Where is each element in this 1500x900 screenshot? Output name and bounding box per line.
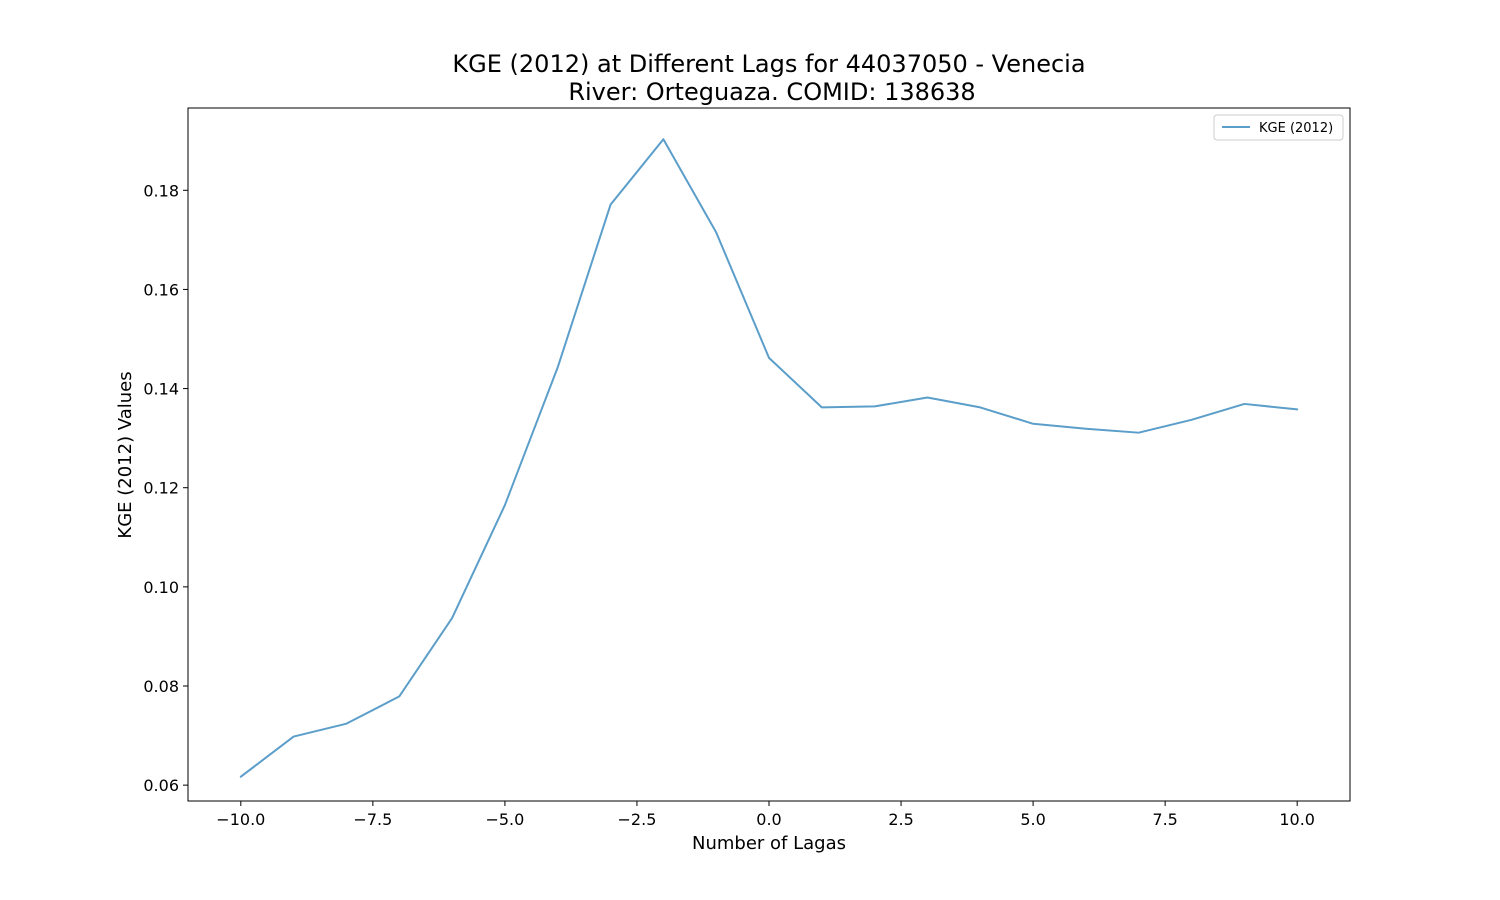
y-tick-label: 0.06: [143, 776, 179, 795]
chart-subtitle: River: Orteguaza. COMID: 138638: [568, 78, 975, 106]
legend-box: [1213, 114, 1344, 141]
y-tick-label: 0.10: [143, 578, 179, 597]
series-layer: [239, 138, 1299, 778]
y-axis-ticks: 0.06 0.08 0.10 0.12 0.14 0.16 0.18: [143, 181, 188, 795]
x-tick-label: −5.0: [485, 810, 524, 829]
x-axis-ticks: −10.0 −7.5 −5.0 −2.5 0.0 2.5 5.0 7.5 10.0: [216, 801, 1315, 829]
x-tick-label: 7.5: [1152, 810, 1177, 829]
legend: KGE (2012): [1213, 114, 1344, 141]
x-axis-label: Number of Lagas: [692, 833, 846, 854]
y-tick-label: 0.18: [143, 181, 179, 200]
x-tick-label: 2.5: [888, 810, 913, 829]
y-tick-label: 0.08: [143, 677, 179, 696]
y-tick-label: 0.16: [143, 280, 179, 299]
x-tick-label: −2.5: [618, 810, 657, 829]
chart-title: KGE (2012) at Different Lags for 4403705…: [452, 50, 1085, 78]
x-tick-label: −10.0: [216, 810, 265, 829]
x-tick-label: 0.0: [756, 810, 781, 829]
x-tick-label: 10.0: [1279, 810, 1315, 829]
y-tick-label: 0.12: [143, 479, 179, 498]
x-tick-label: −7.5: [353, 810, 392, 829]
plot-frame: [187, 107, 1351, 802]
y-axis-label: KGE (2012) Values: [115, 371, 136, 538]
series-line-kge-2012: [239, 138, 1299, 778]
legend-label-kge-2012: KGE (2012): [1259, 121, 1333, 136]
x-tick-label: 5.0: [1020, 810, 1045, 829]
y-tick-label: 0.14: [143, 380, 179, 399]
